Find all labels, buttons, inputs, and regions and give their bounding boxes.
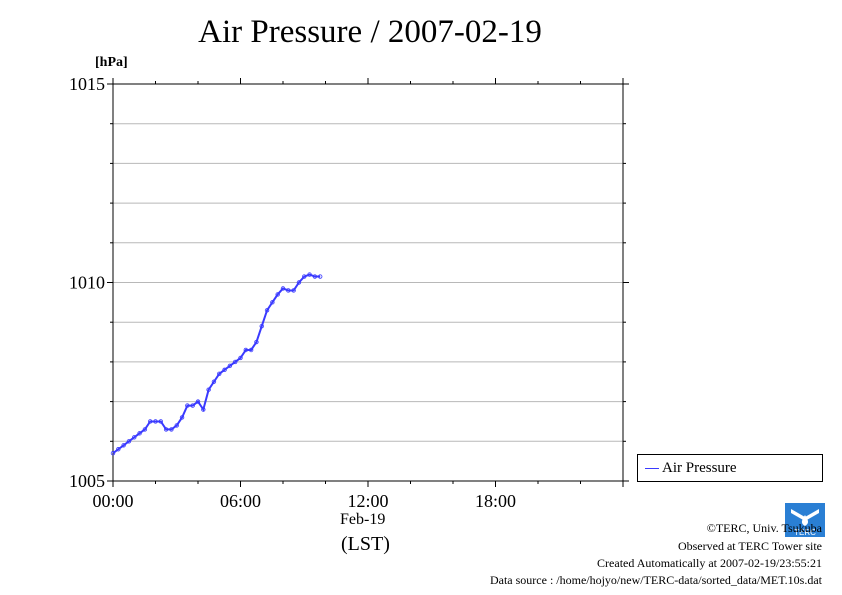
y-axis-unit-label: [hPa] <box>95 55 128 70</box>
data-point <box>259 323 264 329</box>
credit-observed: Observed at TERC Tower site <box>677 539 822 553</box>
data-point <box>270 300 275 305</box>
x-tick-label: 00:00 <box>92 491 133 511</box>
legend-swatch <box>645 467 659 469</box>
y-tick-label: 1005 <box>69 471 105 491</box>
data-point <box>137 431 142 436</box>
data-point <box>312 274 318 279</box>
data-point <box>275 292 280 297</box>
data-point <box>153 419 158 424</box>
data-point <box>116 447 121 452</box>
data-point <box>248 347 254 353</box>
chart-title: Air Pressure / 2007-02-19 <box>198 14 542 50</box>
legend-label: Air Pressure <box>662 459 737 476</box>
x-tick-label: 18:00 <box>475 491 516 511</box>
x-tick-label: 12:00 <box>347 491 388 511</box>
x-tick-label: 06:00 <box>220 491 261 511</box>
data-point <box>132 435 137 440</box>
grid-lines <box>113 123 623 442</box>
data-point <box>317 274 323 279</box>
x-axis-date-label: Feb-19 <box>340 511 386 528</box>
data-point <box>211 379 217 384</box>
legend: Air Pressure <box>637 454 823 482</box>
data-point <box>201 407 206 412</box>
data-point <box>142 427 148 432</box>
data-point <box>147 419 153 424</box>
data-point <box>126 439 132 444</box>
data-point <box>158 419 164 424</box>
data-point <box>280 286 286 291</box>
data-point <box>206 387 211 392</box>
data-point <box>110 451 116 456</box>
data-point <box>185 403 190 408</box>
data-point <box>163 427 169 432</box>
data-point <box>307 272 312 277</box>
credit-copyright: ©TERC, Univ. Tsukuba <box>706 521 822 535</box>
data-point <box>195 399 201 404</box>
data-point <box>286 288 291 293</box>
data-point <box>169 427 174 432</box>
data-point <box>291 288 296 293</box>
data-point <box>174 423 179 428</box>
data-point <box>243 347 249 353</box>
credit-source: Data source : /home/hojyo/new/TERC-data/… <box>489 573 822 587</box>
data-point <box>232 359 238 365</box>
series-group <box>110 272 323 456</box>
data-point <box>296 280 302 285</box>
data-point <box>254 339 259 345</box>
data-point <box>302 274 307 279</box>
x-ticks: 00:00 06:00 12:00 18:00 <box>92 78 624 511</box>
y-tick-label: 1010 <box>69 273 105 293</box>
series-line-air-pressure <box>112 273 321 455</box>
logo-text: TERC <box>794 528 816 537</box>
data-point <box>222 367 227 373</box>
data-point <box>264 308 270 313</box>
data-point <box>190 403 195 408</box>
data-point <box>121 443 126 448</box>
data-point <box>217 371 222 377</box>
y-ticks: 1005 1010 1015 <box>69 74 629 491</box>
y-tick-label: 1015 <box>69 74 105 94</box>
data-point <box>179 415 185 420</box>
x-axis-timezone-label: (LST) <box>341 533 390 555</box>
data-point <box>227 363 233 369</box>
data-point <box>238 355 243 361</box>
terc-logo: TERC <box>785 503 825 537</box>
credit-created: Created Automatically at 2007-02-19/23:5… <box>597 556 822 570</box>
